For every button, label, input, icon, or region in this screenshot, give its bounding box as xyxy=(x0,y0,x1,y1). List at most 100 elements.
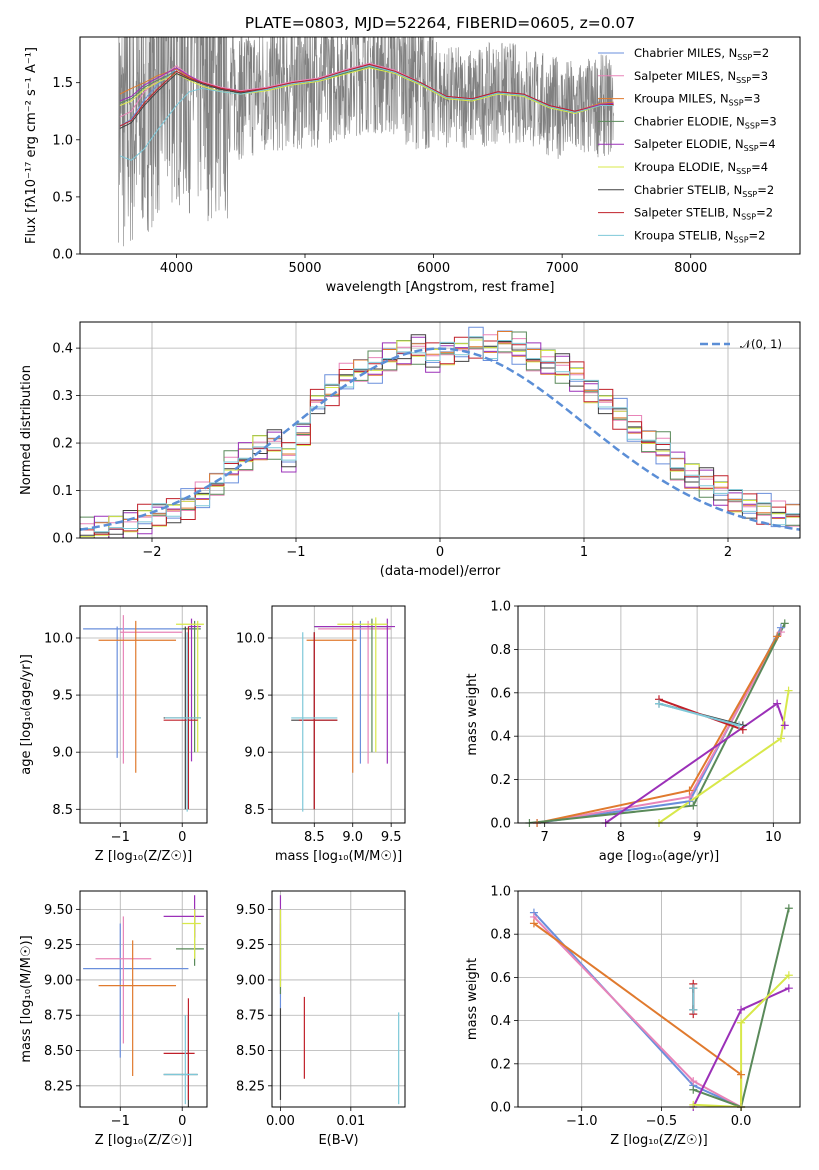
weight-marker xyxy=(689,984,698,993)
weight-line-6 xyxy=(693,974,790,1107)
y-tick-label: 9.0 xyxy=(244,746,265,761)
x-tick-label: 0 xyxy=(178,1114,186,1129)
y-tick-label: 9.0 xyxy=(52,746,73,761)
y-tick-label: 8.50 xyxy=(44,1044,73,1059)
weight-marker xyxy=(784,904,793,913)
legend-label-9: Kroupa STELIB, NSSP=2 xyxy=(634,228,765,244)
weight-marker xyxy=(689,1005,698,1014)
y-tick-label: 8.75 xyxy=(44,1009,73,1024)
y-tick-label: 9.00 xyxy=(236,973,265,988)
weight-vs-Z-panel: −1.0 −0.5 0.0 0.0 0.2 0.4 0.6 0.8 1.0 Z [log₁₀(Z/… xyxy=(465,885,801,1148)
x-tick-label: 7 xyxy=(541,830,549,845)
observed-spectrum xyxy=(118,37,614,247)
x-tick-label: 0 xyxy=(178,830,186,845)
y-tick-label: 9.25 xyxy=(236,938,265,953)
legend-label-8: Salpeter STELIB, NSSP=2 xyxy=(634,206,773,222)
y-tick-label: 0.0 xyxy=(490,817,511,832)
y-tick-label: 9.50 xyxy=(236,903,265,918)
x-tick-label: −1 xyxy=(111,830,130,845)
residuals-panel: −2 −1 0 1 2 0.0 0.1 0.2 0.3 0.4 (data-model)/error… xyxy=(19,321,801,579)
x-tick-label: 1 xyxy=(580,545,588,560)
axes-frame xyxy=(79,36,801,255)
model-line-9 xyxy=(119,65,614,161)
weight-vs-age-panel: 7 8 9 10 0.0 0.2 0.4 0.6 0.8 1.0 age [log₁₀(age/yr… xyxy=(465,600,801,864)
weight-marker xyxy=(735,721,744,730)
weight-marker xyxy=(776,628,785,637)
weight-marker xyxy=(780,721,789,730)
model-line-6 xyxy=(119,67,614,115)
x-tick-label: 8.5 xyxy=(304,830,325,845)
y-tick-label: 8.75 xyxy=(236,1009,265,1024)
y-axis-label: Normed distribution xyxy=(19,365,34,495)
x-axis-label: Z [log₁₀(Z/Z☉)] xyxy=(610,1133,707,1148)
mass-vs-Z-panel: −1 0 8.25 8.50 8.75 9.00 9.25 9.50 Z [log₁₀(Z/Z☉… xyxy=(19,890,208,1148)
legend-label-2: Salpeter MILES, NSSP=3 xyxy=(634,69,768,85)
mass-vs-ebv-panel: 0.00 0.01 8.25 8.50 8.75 9.00 9.25 9.50 E(B-V) xyxy=(236,890,406,1148)
x-tick-label: 7000 xyxy=(546,261,579,276)
x-tick-label: 0.01 xyxy=(336,1114,365,1129)
weight-marker xyxy=(689,801,698,810)
y-tick-label: 8.50 xyxy=(236,1044,265,1059)
axes-frame xyxy=(517,605,801,824)
axes-frame xyxy=(271,605,406,824)
y-tick-label: 0.4 xyxy=(490,1014,511,1029)
model-line-8 xyxy=(119,63,614,127)
x-tick-label: 4000 xyxy=(160,261,193,276)
plot-area xyxy=(83,615,204,812)
weight-marker xyxy=(685,786,694,795)
y-tick-label: 0.2 xyxy=(490,773,511,788)
normal-curve xyxy=(80,347,800,531)
x-tick-label: 0 xyxy=(436,545,444,560)
weight-marker xyxy=(780,619,789,628)
x-axis-label: mass [log₁₀(M/M☉)] xyxy=(275,849,402,864)
weight-marker xyxy=(689,1100,698,1109)
y-tick-label: 8.5 xyxy=(244,803,265,818)
weight-line-4 xyxy=(692,908,790,1107)
figure-title: PLATE=0803, MJD=52264, FIBERID=0605, z=0… xyxy=(245,14,635,32)
x-axis-label: age [log₁₀(age/yr)] xyxy=(599,849,720,864)
x-tick-label: −0.5 xyxy=(646,1114,678,1129)
axes-frame xyxy=(79,890,208,1108)
y-tick-label: 8.5 xyxy=(52,803,73,818)
weight-marker xyxy=(655,699,663,708)
plot-area xyxy=(279,895,400,1105)
y-tick-label: 0.8 xyxy=(490,928,511,943)
age-vs-Z-panel: −1 0 8.5 9.0 9.5 10.0 Z [log₁₀(Z/Z☉)] age [log₁… xyxy=(19,605,208,864)
y-tick-label: 9.00 xyxy=(44,973,73,988)
weight-marker xyxy=(784,686,793,695)
x-tick-label: 0.0 xyxy=(731,1114,752,1129)
y-tick-label: 0.0 xyxy=(52,248,73,263)
weight-line-9 xyxy=(658,702,740,727)
x-tick-label: 8 xyxy=(617,830,625,845)
x-tick-label: −1 xyxy=(286,545,305,560)
x-tick-label: 10 xyxy=(765,830,782,845)
y-tick-label: 0.2 xyxy=(52,437,73,452)
axes-frame xyxy=(517,890,801,1108)
y-tick-label: 0.6 xyxy=(490,971,511,986)
weight-marker xyxy=(689,1077,698,1086)
x-tick-label: −2 xyxy=(142,545,161,560)
x-tick-label: −1.0 xyxy=(566,1114,598,1129)
x-tick-label: 5000 xyxy=(288,261,321,276)
y-axis-label: mass weight xyxy=(465,673,480,755)
plot-area xyxy=(83,895,204,1107)
weight-marker xyxy=(737,1005,746,1014)
weight-marker xyxy=(737,1018,746,1027)
y-tick-label: 1.0 xyxy=(490,885,511,900)
plot-area xyxy=(80,326,800,538)
weight-marker xyxy=(738,725,747,734)
y-tick-label: 0.4 xyxy=(490,730,511,745)
weight-marker xyxy=(773,699,782,708)
weight-marker xyxy=(689,1085,698,1094)
y-tick-label: 0.2 xyxy=(490,1057,511,1072)
x-axis-label: (data-model)/error xyxy=(380,564,501,579)
y-tick-label: 0.3 xyxy=(52,389,73,404)
y-tick-label: 10.0 xyxy=(44,631,73,646)
x-tick-label: 2 xyxy=(724,545,732,560)
axes-frame xyxy=(271,890,406,1108)
x-axis-label: wavelength [Angstrom, rest frame] xyxy=(326,280,555,295)
y-tick-label: 0.0 xyxy=(52,532,73,547)
y-tick-label: 1.0 xyxy=(490,600,511,615)
chart-panels: 4000 5000 6000 7000 80000.00.51.01.5waveleng… xyxy=(19,36,801,1148)
